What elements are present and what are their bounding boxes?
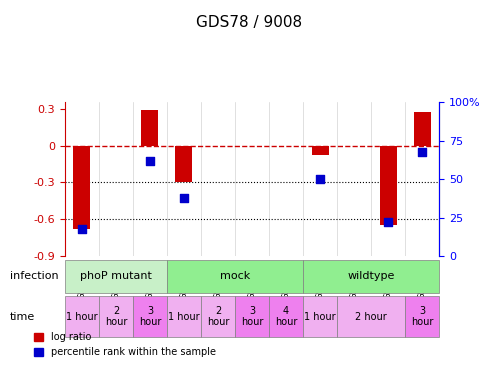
Text: wildtype: wildtype: [347, 271, 395, 281]
Text: infection: infection: [10, 271, 58, 281]
Text: 3
hour: 3 hour: [139, 306, 161, 328]
Point: [418, 149, 426, 154]
Text: phoP mutant: phoP mutant: [80, 271, 152, 281]
Point: [180, 195, 188, 201]
Text: 1 hour: 1 hour: [168, 311, 200, 322]
Point: [78, 225, 86, 231]
Bar: [380, 146, 397, 225]
Text: 2
hour: 2 hour: [207, 306, 229, 328]
Text: GDS78 / 9008: GDS78 / 9008: [197, 15, 302, 30]
Bar: [311, 146, 328, 155]
Text: time: time: [10, 311, 35, 322]
Text: 2 hour: 2 hour: [355, 311, 387, 322]
Text: 4
hour: 4 hour: [275, 306, 297, 328]
Text: 2
hour: 2 hour: [105, 306, 127, 328]
Text: 1 hour: 1 hour: [66, 311, 98, 322]
Bar: [141, 111, 158, 146]
Text: mock: mock: [220, 271, 250, 281]
Text: 3
hour: 3 hour: [411, 306, 433, 328]
Point: [316, 176, 324, 182]
Bar: [73, 146, 90, 229]
Bar: [176, 146, 193, 182]
Text: 1 hour: 1 hour: [304, 311, 336, 322]
Point: [384, 220, 392, 225]
Point: [146, 158, 154, 164]
Bar: [414, 112, 431, 146]
Legend: log ratio, percentile rank within the sample: log ratio, percentile rank within the sa…: [30, 329, 220, 361]
Text: 3
hour: 3 hour: [241, 306, 263, 328]
